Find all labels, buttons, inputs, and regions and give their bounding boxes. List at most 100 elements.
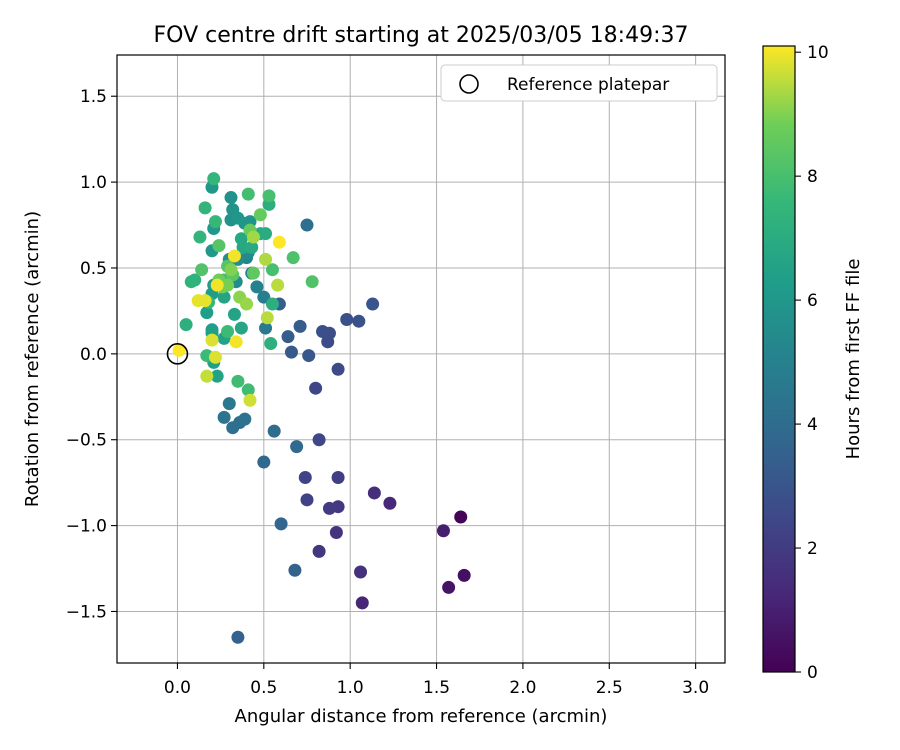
data-point bbox=[234, 321, 248, 335]
colorbar: 0 2 4 6 8 10 Hours from first FF file bbox=[762, 43, 864, 683]
data-point bbox=[312, 433, 326, 447]
data-point bbox=[302, 349, 316, 363]
data-point bbox=[253, 208, 267, 222]
data-point bbox=[293, 319, 307, 333]
colorbar-gradient bbox=[762, 45, 796, 673]
data-point bbox=[200, 306, 214, 320]
data-point bbox=[212, 239, 226, 253]
data-point bbox=[331, 471, 345, 485]
plot-frame bbox=[116, 54, 726, 664]
data-point bbox=[457, 568, 471, 582]
data-point bbox=[172, 343, 186, 357]
data-point bbox=[241, 383, 255, 397]
data-point bbox=[260, 311, 274, 325]
x-tick-label: 3.0 bbox=[682, 678, 709, 698]
data-point bbox=[217, 410, 231, 424]
data-point bbox=[262, 189, 276, 203]
colorbar-tick-label: 4 bbox=[807, 415, 818, 435]
y-tick-label: −0.5 bbox=[66, 431, 107, 451]
data-point bbox=[208, 215, 222, 229]
data-point bbox=[367, 486, 381, 500]
x-tick-label: 2.0 bbox=[509, 678, 536, 698]
data-point bbox=[265, 263, 279, 277]
colorbar-tick-label: 0 bbox=[807, 663, 818, 683]
data-point bbox=[217, 290, 231, 304]
data-point bbox=[286, 251, 300, 265]
data-point bbox=[224, 191, 238, 205]
y-axis-ticks: −1.5 −1.0 −0.5 0.0 0.5 1.0 1.5 bbox=[66, 87, 117, 622]
data-point bbox=[354, 565, 368, 579]
data-point bbox=[436, 524, 450, 538]
data-point bbox=[300, 218, 314, 232]
data-point bbox=[221, 325, 235, 339]
data-point bbox=[231, 211, 245, 225]
colorbar-tick-label: 2 bbox=[807, 539, 818, 559]
data-point bbox=[309, 381, 323, 395]
y-axis-label: Rotation from reference (arcmin) bbox=[22, 211, 43, 507]
reference-marker-icon bbox=[166, 343, 189, 365]
colorbar-ticks: 0 2 4 6 8 10 bbox=[795, 43, 829, 683]
data-point bbox=[241, 187, 255, 201]
data-point bbox=[265, 297, 279, 311]
legend: Reference platepar bbox=[440, 64, 718, 102]
data-point bbox=[284, 345, 298, 359]
x-tick-label: 0.5 bbox=[250, 678, 277, 698]
data-point bbox=[224, 263, 238, 277]
data-point bbox=[240, 297, 254, 311]
x-tick-label: 1.5 bbox=[423, 678, 450, 698]
data-point bbox=[274, 517, 288, 531]
y-tick-label: 1.0 bbox=[80, 173, 107, 193]
data-point bbox=[331, 362, 345, 376]
data-point bbox=[442, 580, 456, 594]
y-tick-label: 0.5 bbox=[80, 259, 107, 279]
data-point bbox=[231, 630, 245, 644]
data-point bbox=[221, 278, 235, 292]
data-point bbox=[238, 412, 252, 426]
data-points bbox=[172, 172, 471, 644]
data-point bbox=[271, 278, 285, 292]
data-point bbox=[210, 278, 224, 292]
y-tick-label: 0.0 bbox=[80, 345, 107, 365]
chart-title: FOV centre drift starting at 2025/03/05 … bbox=[154, 23, 689, 48]
data-point bbox=[312, 544, 326, 558]
data-point bbox=[257, 455, 271, 469]
colorbar-label: Hours from first FF file bbox=[843, 259, 864, 460]
data-point bbox=[250, 280, 264, 294]
data-point bbox=[383, 496, 397, 510]
data-point bbox=[246, 230, 260, 244]
data-point bbox=[222, 397, 236, 411]
data-point bbox=[355, 596, 369, 610]
data-point bbox=[207, 172, 221, 186]
legend-label: Reference platepar bbox=[507, 75, 669, 95]
data-point bbox=[198, 201, 212, 215]
data-point bbox=[316, 325, 330, 339]
reference-marker-group bbox=[166, 343, 189, 365]
data-point bbox=[322, 501, 336, 515]
data-point bbox=[267, 424, 281, 438]
data-point bbox=[300, 493, 314, 507]
data-point bbox=[352, 314, 366, 328]
data-point bbox=[245, 240, 259, 254]
data-point bbox=[193, 230, 207, 244]
data-point bbox=[195, 263, 209, 277]
data-point bbox=[272, 235, 286, 249]
x-axis-ticks: 0.0 0.5 1.0 1.5 2.0 2.5 3.0 bbox=[164, 663, 709, 698]
data-point bbox=[329, 525, 343, 539]
data-point bbox=[188, 273, 202, 287]
data-point bbox=[366, 297, 380, 311]
data-point bbox=[281, 330, 295, 344]
y-tick-label: 1.5 bbox=[80, 87, 107, 107]
data-point bbox=[305, 275, 319, 289]
x-tick-label: 0.0 bbox=[164, 678, 191, 698]
data-point bbox=[298, 471, 312, 485]
data-point bbox=[234, 232, 248, 246]
data-point bbox=[227, 249, 241, 263]
data-point bbox=[229, 335, 243, 349]
data-point bbox=[205, 333, 219, 347]
x-axis-label: Angular distance from reference (arcmin) bbox=[235, 706, 608, 727]
data-point bbox=[246, 266, 260, 280]
legend-marker-icon bbox=[459, 74, 479, 94]
data-point bbox=[179, 318, 193, 332]
data-point bbox=[290, 440, 304, 454]
